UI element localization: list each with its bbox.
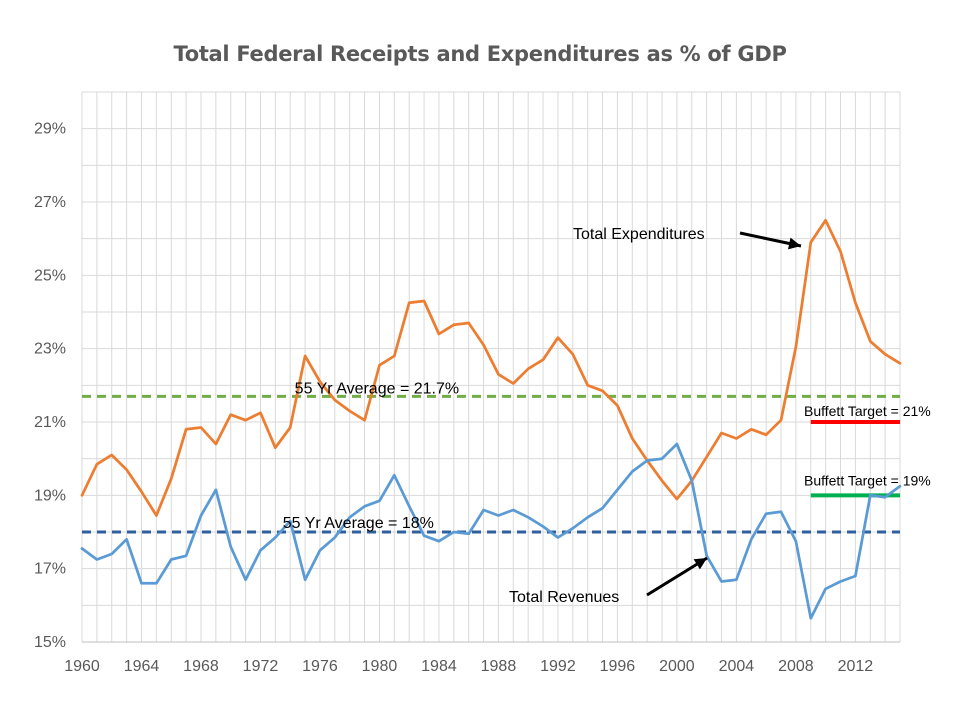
x-tick-label: 1972	[243, 658, 279, 675]
x-tick-labels: 1960 1964 1968 1972 1976 1980 1984 1988 1992 1996…	[64, 658, 873, 675]
x-tick-label: 1968	[183, 658, 219, 675]
x-tick-label: 2008	[778, 658, 814, 675]
y-tick-label: 27%	[34, 194, 66, 211]
y-tick-label: 23%	[34, 341, 66, 358]
x-tick-label: 1984	[421, 658, 457, 675]
y-tick-label: 21%	[34, 414, 66, 431]
y-tick-label: 29%	[34, 121, 66, 138]
series-line-1	[80, 442, 902, 620]
x-tick-label: 1992	[540, 658, 576, 675]
avg-expenditure-label: 55 Yr Average = 21.7%	[295, 380, 459, 397]
x-tick-label: 2000	[659, 658, 695, 675]
buffett-19-label: Buffett Target = 19%	[804, 472, 931, 488]
series-lines	[80, 218, 902, 620]
y-tick-label: 19%	[34, 487, 66, 504]
x-tick-label: 2004	[719, 658, 755, 675]
x-tick-label: 1980	[362, 658, 398, 675]
y-tick-label: 25%	[34, 267, 66, 284]
annotations: 55 Yr Average = 21.7% 55 Yr Average = 18%…	[283, 226, 931, 606]
x-tick-label: 1960	[64, 658, 100, 675]
buffett-21-label: Buffett Target = 21%	[804, 403, 931, 419]
y-tick-labels: 15% 17% 19% 21% 23% 25% 27% 29%	[34, 121, 66, 651]
expenditures-arrow-head	[788, 237, 801, 250]
x-tick-label: 1964	[124, 658, 160, 675]
reference-lines	[82, 394, 900, 534]
x-tick-label: 1988	[481, 658, 517, 675]
gridlines	[81, 91, 901, 643]
chart-title: Total Federal Receipts and Expenditures …	[173, 42, 787, 66]
series-line-0	[80, 218, 902, 517]
total-revenues-label: Total Revenues	[509, 589, 619, 606]
x-tick-label: 1996	[600, 658, 636, 675]
avg-revenue-label: 55 Yr Average = 18%	[283, 515, 434, 532]
total-expenditures-label: Total Expenditures	[573, 226, 705, 243]
x-tick-label: 1976	[302, 658, 338, 675]
y-tick-label: 15%	[34, 634, 66, 651]
x-tick-label: 2012	[838, 658, 874, 675]
revenues-arrow-head	[693, 558, 707, 570]
y-tick-label: 17%	[34, 561, 66, 578]
